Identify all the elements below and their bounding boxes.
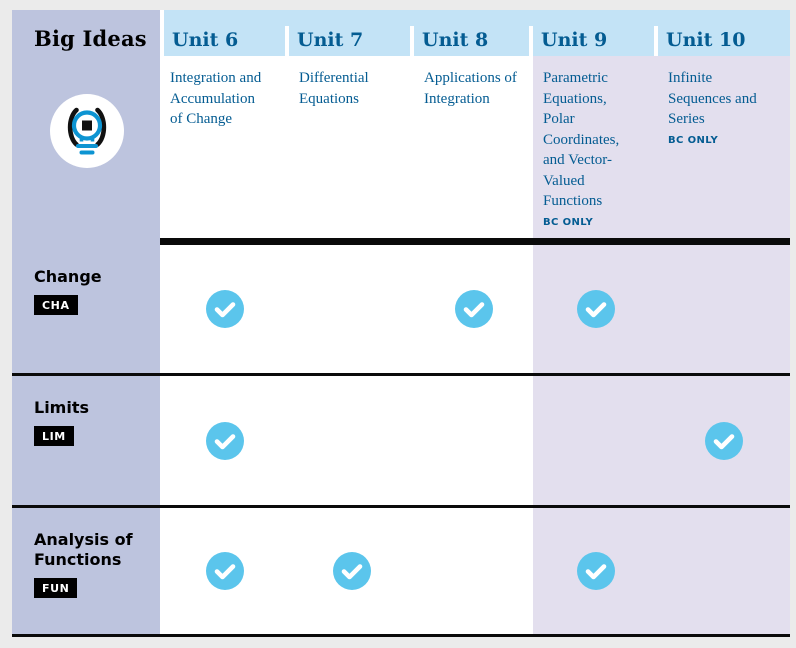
check-cell (160, 376, 289, 505)
unit-6-label: Unit 6 (172, 29, 239, 51)
big-ideas-header-cell: Big Ideas (12, 10, 160, 238)
big-ideas-units-table: Big Ideas Unit 6 Integration and Accumul… (12, 10, 790, 637)
check-cell (160, 245, 289, 373)
check-cell (533, 376, 658, 505)
unit-8-title: Applications of Integration (424, 70, 517, 107)
unit-10-header: Unit 10 Infinite Sequences and Series BC… (658, 10, 790, 238)
unit-10-label: Unit 10 (666, 29, 746, 51)
unit-9-header: Unit 9 Parametric Equations, Polar Coord… (533, 10, 658, 238)
checkmark-icon (576, 552, 615, 590)
checkmark-icon (576, 290, 615, 328)
checkmark-icon (705, 421, 743, 460)
unit-6-header: Unit 6 Integration and Accumulation of C… (160, 10, 289, 238)
row-divider (12, 505, 790, 508)
check-cell (160, 508, 289, 634)
unit-7-strip: Unit 7 (289, 10, 414, 56)
unit-9-label: Unit 9 (541, 29, 608, 51)
check-cell (414, 245, 533, 373)
check-cell (414, 376, 533, 505)
row-code-badge: CHA (34, 295, 78, 315)
unit-7-header: Unit 7 Differential Equations (289, 10, 414, 238)
check-cell (414, 508, 533, 634)
unit-9-title: Parametric Equations, Polar Coordinates,… (543, 70, 620, 209)
unit-7-title: Differential Equations (299, 70, 369, 107)
lightbulb-icon (50, 94, 124, 168)
row-header-analysis-of-functions: Analysis of Functions FUN (12, 508, 160, 634)
unit-6-title: Integration and Accumulation of Change (170, 70, 262, 127)
unit-8-label: Unit 8 (422, 29, 489, 51)
sidebar-filler (12, 238, 160, 245)
checkmark-icon (454, 290, 493, 328)
unit-10-title: Infinite Sequences and Series (668, 70, 757, 127)
row-header-limits: Limits LIM (12, 376, 160, 505)
check-cell (658, 508, 790, 634)
checkmark-icon (205, 290, 244, 328)
unit-9-bc-only-tag: BC ONLY (543, 216, 594, 228)
checkmark-icon (205, 552, 244, 590)
row-label: Analysis of Functions (34, 530, 133, 569)
check-cell (289, 376, 414, 505)
big-ideas-title: Big Ideas (34, 26, 147, 51)
unit-8-header: Unit 8 Applications of Integration (414, 10, 533, 238)
unit-7-label: Unit 7 (297, 29, 364, 51)
check-cell (533, 245, 658, 373)
row-label: Limits (34, 398, 90, 417)
check-cell (289, 245, 414, 373)
row-label: Change (34, 267, 102, 286)
header-divider-bar (160, 238, 790, 245)
header-band (164, 10, 790, 26)
unit-10-bc-only-tag: BC ONLY (668, 134, 719, 146)
row-code-badge: LIM (34, 426, 74, 446)
row-code-badge: FUN (34, 578, 78, 598)
checkmark-icon (332, 552, 371, 590)
row-header-change: Change CHA (12, 245, 160, 373)
check-cell (289, 508, 414, 634)
check-cell (533, 508, 658, 634)
check-cell (658, 376, 790, 505)
checkmark-icon (205, 421, 244, 460)
row-divider (12, 373, 790, 376)
check-cell (658, 245, 790, 373)
